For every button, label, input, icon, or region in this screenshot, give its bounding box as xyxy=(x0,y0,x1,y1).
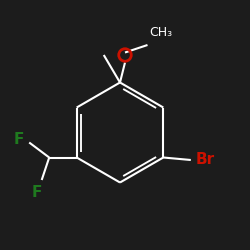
Text: F: F xyxy=(14,132,24,148)
Text: F: F xyxy=(32,185,42,200)
Text: Br: Br xyxy=(196,152,215,168)
Text: CH₃: CH₃ xyxy=(149,26,172,39)
